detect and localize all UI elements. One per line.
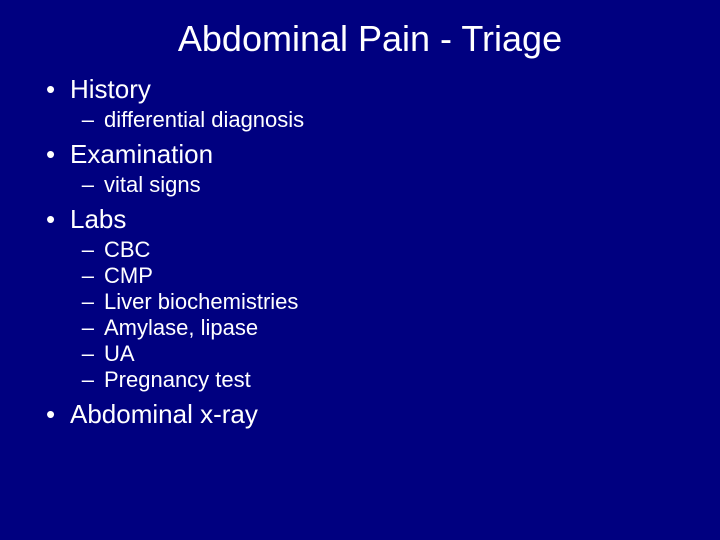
- list-item: • Abdominal x-ray: [40, 399, 680, 430]
- sub-list: – differential diagnosis: [40, 107, 680, 133]
- bullet-list: • History – differential diagnosis • Exa…: [40, 74, 680, 430]
- sub-list-item: – Pregnancy test: [40, 367, 680, 393]
- sub-list-item-label: Pregnancy test: [104, 367, 251, 393]
- slide-title: Abdominal Pain - Triage: [60, 18, 680, 60]
- sub-list-item-label: UA: [104, 341, 135, 367]
- sub-list-item: – differential diagnosis: [40, 107, 680, 133]
- sub-list: – CBC – CMP – Liver biochemistries – Amy…: [40, 237, 680, 393]
- sub-list: – vital signs: [40, 172, 680, 198]
- slide: Abdominal Pain - Triage • History – diff…: [0, 0, 720, 540]
- dash-icon: –: [40, 367, 104, 393]
- bullet-icon: •: [40, 204, 70, 235]
- dash-icon: –: [40, 315, 104, 341]
- sub-list-item: – CMP: [40, 263, 680, 289]
- list-item-label: Examination: [70, 139, 213, 170]
- list-item: • Labs – CBC – CMP – Liver biochemistrie…: [40, 204, 680, 393]
- dash-icon: –: [40, 107, 104, 133]
- sub-list-item: – Liver biochemistries: [40, 289, 680, 315]
- dash-icon: –: [40, 172, 104, 198]
- list-item: • History – differential diagnosis: [40, 74, 680, 133]
- sub-list-item-label: CBC: [104, 237, 150, 263]
- sub-list-item: – vital signs: [40, 172, 680, 198]
- sub-list-item-label: Liver biochemistries: [104, 289, 298, 315]
- dash-icon: –: [40, 289, 104, 315]
- list-item-label: Abdominal x-ray: [70, 399, 258, 430]
- list-item-label: History: [70, 74, 151, 105]
- list-item: • Examination – vital signs: [40, 139, 680, 198]
- dash-icon: –: [40, 263, 104, 289]
- dash-icon: –: [40, 341, 104, 367]
- bullet-icon: •: [40, 74, 70, 105]
- bullet-icon: •: [40, 139, 70, 170]
- list-item-label: Labs: [70, 204, 126, 235]
- bullet-icon: •: [40, 399, 70, 430]
- sub-list-item-label: vital signs: [104, 172, 201, 198]
- sub-list-item: – CBC: [40, 237, 680, 263]
- sub-list-item-label: Amylase, lipase: [104, 315, 258, 341]
- sub-list-item-label: differential diagnosis: [104, 107, 304, 133]
- sub-list-item-label: CMP: [104, 263, 153, 289]
- sub-list-item: – Amylase, lipase: [40, 315, 680, 341]
- sub-list-item: – UA: [40, 341, 680, 367]
- dash-icon: –: [40, 237, 104, 263]
